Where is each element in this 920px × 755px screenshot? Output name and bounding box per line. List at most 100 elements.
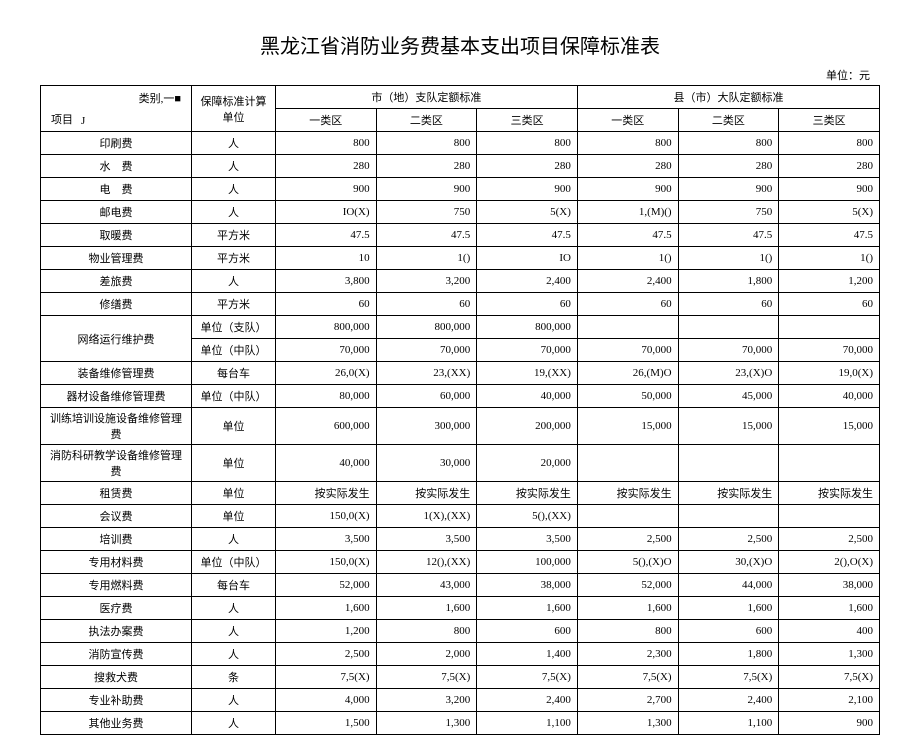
value-cell: 按实际发生 [678,482,779,505]
value-cell: 1,300 [779,643,880,666]
value-cell: 3,800 [275,270,376,293]
value-cell: 900 [477,178,578,201]
value-cell: 2,100 [779,689,880,712]
value-cell: 47.5 [477,224,578,247]
unit-cell: 人 [192,270,276,293]
value-cell: 23,(X)O [678,362,779,385]
value-cell: 7,5(X) [577,666,678,689]
unit-cell: 条 [192,666,276,689]
item-cell: 器材设备维修管理费 [41,385,192,408]
item-cell: 执法办案费 [41,620,192,643]
header-city-zone3: 三类区 [477,109,578,132]
value-cell: 50,000 [577,385,678,408]
value-cell: 2,400 [477,689,578,712]
item-cell: 电 费 [41,178,192,201]
value-cell: 5(),(X)O [577,551,678,574]
value-cell: 7,5(X) [275,666,376,689]
item-cell: 培训费 [41,528,192,551]
item-cell: 租赁费 [41,482,192,505]
value-cell: 1(X),(XX) [376,505,477,528]
value-cell: 47.5 [779,224,880,247]
value-cell: 20,000 [477,445,578,482]
value-cell: 47.5 [275,224,376,247]
value-cell: 按实际发生 [275,482,376,505]
item-cell: 会议费 [41,505,192,528]
header-city-zone1: 一类区 [275,109,376,132]
value-cell: 1,300 [376,712,477,735]
value-cell: 按实际发生 [779,482,880,505]
value-cell: 1,600 [275,597,376,620]
value-cell [678,445,779,482]
value-cell [779,316,880,339]
value-cell: 2,300 [577,643,678,666]
value-cell: 47.5 [678,224,779,247]
value-cell: 400 [779,620,880,643]
value-cell: 750 [376,201,477,224]
value-cell: 600 [477,620,578,643]
value-cell: 19,0(X) [779,362,880,385]
item-cell: 网络运行维护费 [41,316,192,362]
value-cell: 70,000 [678,339,779,362]
value-cell: 4,000 [275,689,376,712]
item-cell: 水 费 [41,155,192,178]
value-cell: 80,000 [275,385,376,408]
value-cell [577,445,678,482]
value-cell: 23,(XX) [376,362,477,385]
value-cell: 26,(M)O [577,362,678,385]
table-row: 邮电费人IO(X)7505(X)1,(M)()7505(X) [41,201,880,224]
value-cell: 2,400 [577,270,678,293]
unit-cell: 人 [192,178,276,201]
unit-cell: 人 [192,643,276,666]
value-cell: 40,000 [477,385,578,408]
value-cell: IO [477,247,578,270]
value-cell: 30,(X)O [678,551,779,574]
value-cell [678,316,779,339]
item-cell: 差旅费 [41,270,192,293]
value-cell: 900 [779,712,880,735]
unit-cell: 人 [192,712,276,735]
header-item: 类别,一■ 项目 J [41,86,192,132]
value-cell: 800 [376,620,477,643]
unit-cell: 单位（支队） [192,316,276,339]
value-cell: 26,0(X) [275,362,376,385]
value-cell: 1,600 [477,597,578,620]
value-cell: 1,500 [275,712,376,735]
table-row: 电 费人900900900900900900 [41,178,880,201]
table-row: 装备维修管理费每台车26,0(X)23,(XX)19,(XX)26,(M)O23… [41,362,880,385]
item-cell: 专用燃料费 [41,574,192,597]
table-row: 医疗费人1,6001,6001,6001,6001,6001,600 [41,597,880,620]
table-row: 消防科研教学设备维修管理费单位40,00030,00020,000 [41,445,880,482]
value-cell: 1,100 [477,712,578,735]
value-cell: 800 [477,132,578,155]
item-cell: 消防宣传费 [41,643,192,666]
unit-cell: 人 [192,689,276,712]
value-cell: 7,5(X) [477,666,578,689]
header-calc-unit: 保障标准计算单位 [192,86,276,132]
table-row: 修缮费平方米606060606060 [41,293,880,316]
value-cell [577,505,678,528]
value-cell: 10 [275,247,376,270]
value-cell: 1,200 [779,270,880,293]
value-cell: 200,000 [477,408,578,445]
header-category-label: 类别,一■ [139,90,181,106]
value-cell: 280 [376,155,477,178]
value-cell: 40,000 [779,385,880,408]
unit-cell: 每台车 [192,574,276,597]
value-cell: 60 [477,293,578,316]
table-row: 专用材料费单位（中队）150,0(X)12(),(XX)100,0005(),(… [41,551,880,574]
value-cell: 2,400 [477,270,578,293]
table-row: 取暖费平方米47.547.547.547.547.547.5 [41,224,880,247]
value-cell: 280 [577,155,678,178]
value-cell: 750 [678,201,779,224]
value-cell: 44,000 [678,574,779,597]
value-cell: 40,000 [275,445,376,482]
table-row: 差旅费人3,8003,2002,4002,4001,8001,200 [41,270,880,293]
table-row: 水 费人280280280280280280 [41,155,880,178]
unit-cell: 平方米 [192,293,276,316]
value-cell: 70,000 [577,339,678,362]
value-cell [577,316,678,339]
table-row: 训练培训设施设备维修管理费单位600,000300,000200,00015,0… [41,408,880,445]
value-cell: 100,000 [477,551,578,574]
value-cell: 1,800 [678,270,779,293]
value-cell: 60 [779,293,880,316]
